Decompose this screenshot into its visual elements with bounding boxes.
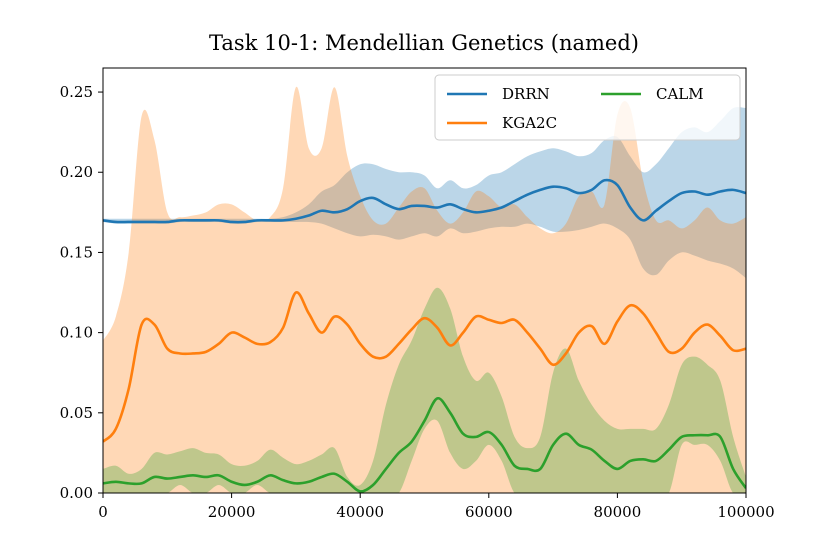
x-tick-label: 0 bbox=[98, 503, 108, 521]
y-tick-label: 0.00 bbox=[60, 484, 93, 502]
legend-box bbox=[434, 74, 741, 141]
x-axis: 0 20000 40000 60000 80000 100000 bbox=[98, 493, 775, 521]
kga2c-legend-label: KGA2C bbox=[502, 114, 557, 132]
y-tick-label: 0.20 bbox=[60, 163, 93, 181]
drrn-band bbox=[103, 107, 746, 279]
chart-title: Task 10-1: Mendellian Genetics (named) bbox=[209, 31, 639, 55]
kga2c-band bbox=[103, 87, 746, 493]
calm-line bbox=[103, 397, 746, 493]
x-tick-label: 60000 bbox=[465, 503, 513, 521]
series-lines bbox=[103, 178, 746, 493]
calm-legend-label: CALM bbox=[656, 85, 704, 103]
y-tick-label: 0.05 bbox=[60, 404, 93, 422]
x-tick-label: 20000 bbox=[208, 503, 256, 521]
plot-frame bbox=[102, 67, 747, 494]
x-tick-label: 80000 bbox=[594, 503, 642, 521]
confidence-bands bbox=[103, 87, 746, 493]
calm-band bbox=[103, 287, 746, 493]
y-tick-label: 0.25 bbox=[60, 83, 93, 101]
x-tick-label: 100000 bbox=[717, 503, 774, 521]
drrn-line bbox=[103, 178, 746, 224]
x-tick-label: 40000 bbox=[336, 503, 384, 521]
legend: DRRN KGA2C CALM bbox=[434, 74, 741, 141]
kga2c-line bbox=[103, 291, 746, 443]
y-tick-label: 0.10 bbox=[60, 324, 93, 342]
drrn-legend-label: DRRN bbox=[502, 85, 550, 103]
y-tick-label: 0.15 bbox=[60, 243, 93, 261]
y-axis: 0.00 0.05 0.10 0.15 0.20 0.25 bbox=[60, 83, 103, 502]
